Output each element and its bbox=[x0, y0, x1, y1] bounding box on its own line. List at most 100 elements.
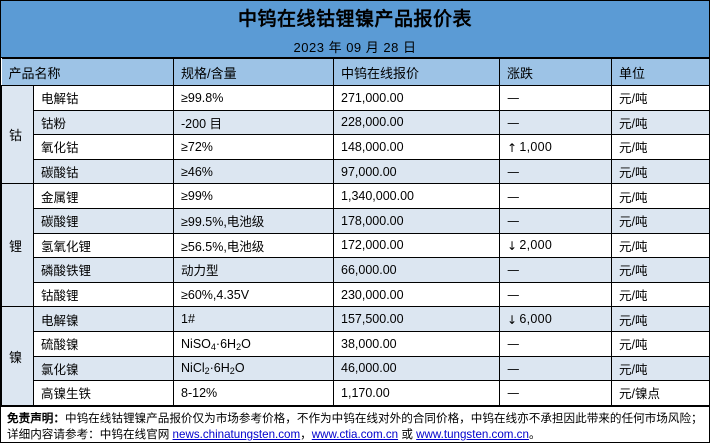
cell-price: 228,000.00 bbox=[333, 109, 501, 136]
link-ctia[interactable]: www.ctia.com.cn bbox=[311, 427, 399, 441]
cell-change: — bbox=[499, 281, 613, 308]
price-quote-table: 产品名称 规格/含量 中钨在线报价 涨跌 单位 钴电解钴 ≥99.8% 271,00… bbox=[1, 58, 709, 406]
cell-product-name: 金属锂 bbox=[32, 183, 175, 209]
cell-price: 66,000.00 bbox=[333, 257, 501, 283]
cell-price: 148,000.00 bbox=[333, 134, 501, 160]
table-row: 氧化钴 ≥72% 148,000.00 ↑ 1,000 元/吨 bbox=[2, 134, 709, 160]
cell-price: 157,500.00 bbox=[333, 306, 501, 332]
cell-spec: NiCl2·6H2O bbox=[173, 355, 335, 382]
table-row: 钴电解钴 ≥99.8% 271,000.00 — 元/吨 bbox=[1, 84, 709, 185]
cell-product-name: 碳酸钴 bbox=[32, 158, 175, 185]
cell-unit: 元/镍点 bbox=[611, 380, 709, 406]
disclaimer-end: 。 bbox=[528, 427, 541, 441]
cell-spec: NiSO4·6H2O bbox=[173, 330, 335, 357]
group-label-0: 钴 bbox=[1, 84, 34, 185]
change-value: — bbox=[507, 164, 520, 180]
change-value: — bbox=[507, 385, 520, 401]
disclaimer-text: 中钨在线钴锂镍产品报价仅为市场参考价格，不作为中钨在线对外的合同价格，中钨在线亦… bbox=[7, 411, 703, 441]
cell-spec: ≥56.5%,电池级 bbox=[173, 232, 335, 259]
cell-unit: 元/吨 bbox=[611, 281, 709, 308]
cell-product-name: 硫酸镍 bbox=[32, 330, 175, 357]
column-header-change: 涨跌 bbox=[499, 58, 613, 86]
cell-price: 38,000.00 bbox=[333, 330, 501, 357]
page-title: 中钨在线钴锂镍产品报价表 bbox=[237, 9, 472, 30]
table-row: 硫酸镍 NiSO4·6H2O 38,000.00 — 元/吨 bbox=[2, 330, 709, 357]
group-label-2: 镍 bbox=[1, 306, 34, 406]
cell-change: — bbox=[499, 85, 613, 111]
change-value: — bbox=[507, 90, 520, 106]
cell-change: — bbox=[499, 207, 613, 234]
table-row: 高镍生铁 8-12% 1,170.00 — 元/镍点 bbox=[2, 380, 709, 406]
change-value: 6,000 bbox=[519, 312, 553, 327]
table-row: 氯化镍 NiCl2·6H2O 46,000.00 — 元/吨 bbox=[2, 355, 709, 382]
arrow-down-icon: ↓ bbox=[507, 239, 518, 254]
table-row: 钴粉 -200 目 228,000.00 — 元/吨 bbox=[2, 109, 709, 136]
table-row: 镍电解镍 1# 157,500.00 ↓ 6,000 元/吨 bbox=[1, 306, 709, 406]
cell-unit: 元/吨 bbox=[611, 232, 709, 259]
disclaimer-sep-1: ， bbox=[300, 427, 312, 441]
cell-change: — bbox=[499, 355, 613, 382]
cell-spec: ≥99% bbox=[173, 183, 335, 209]
cell-product-name: 氧化钴 bbox=[32, 134, 175, 160]
cell-change: — bbox=[499, 257, 613, 283]
table-header: 产品名称 规格/含量 中钨在线报价 涨跌 单位 bbox=[1, 58, 709, 86]
quote-date: 2023 年 09 月 28 日 bbox=[293, 40, 417, 55]
change-value: — bbox=[507, 287, 520, 303]
cell-product-name: 氯化镍 bbox=[32, 355, 175, 382]
link-news-chinatungsten[interactable]: news.chinatungsten.com bbox=[172, 427, 301, 441]
cell-product-name: 磷酸铁锂 bbox=[32, 257, 175, 283]
cell-unit: 元/吨 bbox=[611, 109, 709, 136]
cell-spec: 1# bbox=[173, 306, 335, 332]
cell-unit: 元/吨 bbox=[611, 183, 709, 209]
cell-spec: ≥46% bbox=[173, 158, 335, 185]
table-body: 钴电解钴 ≥99.8% 271,000.00— 元/吨 钴粉 -200 目 228,000.… bbox=[1, 84, 709, 406]
sheet-banner: 中钨在线钴锂镍产品报价表 2023 年 09 月 28 日 bbox=[1, 1, 709, 58]
cell-price: 271,000.00 bbox=[333, 85, 501, 111]
table-row: 碳酸钴 ≥46% 97,000.00 — 元/吨 bbox=[2, 158, 709, 185]
cell-spec: ≥99.8% bbox=[173, 85, 335, 111]
table-row: 氢氧化锂 ≥56.5%,电池级 172,000.00 ↓ 2,000 元/吨 bbox=[2, 232, 709, 259]
cell-product-name: 电解钴 bbox=[32, 85, 175, 111]
cell-product-name: 电解镍 bbox=[32, 306, 175, 332]
arrow-up-icon: ↑ bbox=[507, 140, 518, 155]
table-row: 锂金属锂 ≥99% 1,340,000.00 — 元/吨 bbox=[1, 183, 709, 308]
group-label-1: 锂 bbox=[1, 183, 34, 308]
disclaimer: 免责声明：中钨在线钴锂镍产品报价仅为市场参考价格，不作为中钨在线对外的合同价格，… bbox=[1, 405, 709, 442]
cell-product-name: 钴粉 bbox=[32, 109, 175, 136]
change-value: 1,000 bbox=[519, 139, 553, 154]
cell-price: 178,000.00 bbox=[333, 207, 501, 234]
cell-change: — bbox=[499, 109, 613, 136]
column-header-spec: 规格/含量 bbox=[173, 58, 335, 86]
column-header-unit: 单位 bbox=[611, 58, 709, 86]
cell-product-name: 碳酸锂 bbox=[32, 207, 175, 234]
cell-product-name: 氢氧化锂 bbox=[32, 232, 175, 259]
cell-price: 1,170.00 bbox=[333, 380, 501, 406]
change-value: — bbox=[507, 262, 520, 278]
cell-price: 97,000.00 bbox=[333, 158, 501, 185]
cell-price: 172,000.00 bbox=[333, 232, 501, 259]
cell-change: — bbox=[499, 380, 613, 406]
cell-change: ↓ 6,000 bbox=[499, 306, 613, 332]
cell-spec: 动力型 bbox=[173, 257, 335, 283]
column-header-product-name: 产品名称 bbox=[1, 58, 175, 86]
cell-unit: 元/吨 bbox=[611, 207, 709, 234]
cell-unit: 元/吨 bbox=[611, 257, 709, 283]
change-value: — bbox=[507, 336, 520, 352]
disclaimer-label: 免责声明： bbox=[7, 411, 65, 425]
cell-change: ↑ 1,000 bbox=[499, 134, 613, 160]
disclaimer-sep-2: 或 bbox=[398, 427, 417, 441]
change-value: — bbox=[507, 360, 520, 376]
table-row: 钴酸锂 ≥60%,4.35V 230,000.00 — 元/吨 bbox=[2, 281, 709, 308]
cell-spec: 8-12% bbox=[173, 380, 335, 406]
cell-change: — bbox=[499, 330, 613, 357]
table-row: 磷酸铁锂 动力型 66,000.00 — 元/吨 bbox=[2, 257, 709, 283]
cell-unit: 元/吨 bbox=[611, 85, 709, 111]
change-value: 2,000 bbox=[519, 238, 553, 253]
cell-price: 1,340,000.00 bbox=[333, 183, 501, 209]
table-row: 碳酸锂 ≥99.5%,电池级 178,000.00 — 元/吨 bbox=[2, 207, 709, 234]
cell-change: — bbox=[499, 158, 613, 185]
change-value: — bbox=[507, 188, 520, 204]
link-tungsten[interactable]: www.tungsten.com.cn bbox=[416, 427, 529, 441]
column-header-price: 中钨在线报价 bbox=[333, 58, 501, 86]
